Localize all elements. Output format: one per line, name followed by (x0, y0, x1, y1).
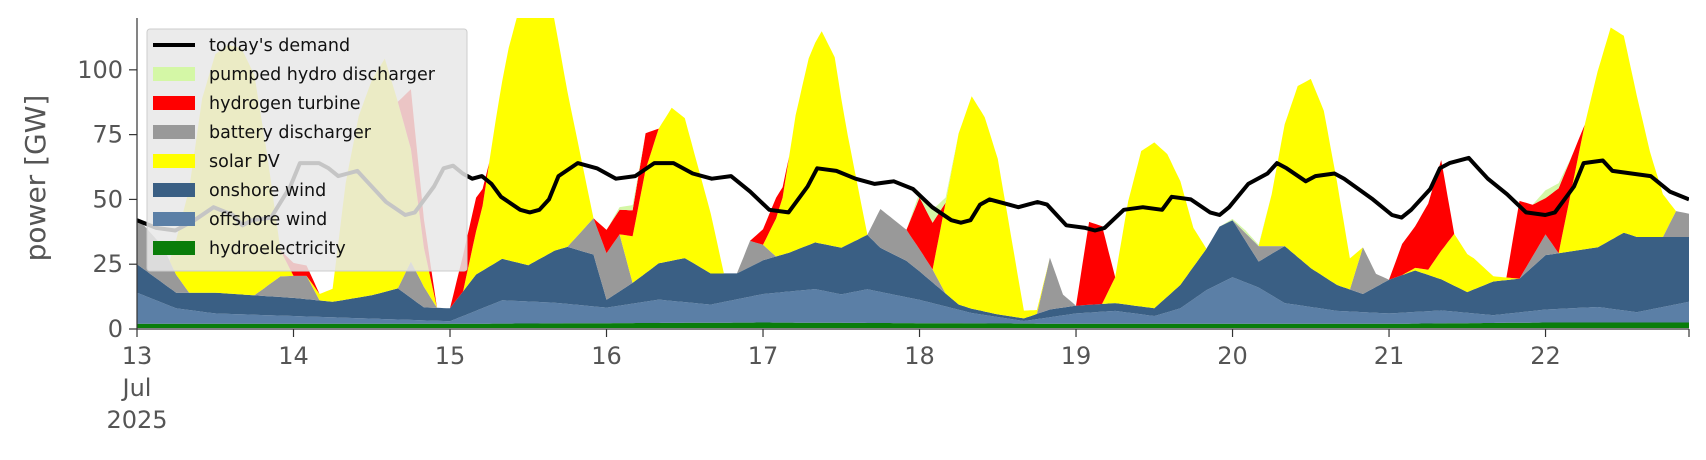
area-battery-discharger (137, 209, 1689, 319)
legend-swatch (153, 212, 195, 226)
legend-label: solar PV (209, 152, 280, 172)
stacked-areas (137, 18, 1689, 328)
axes: 0 25 50 75 100 13 Jul 2025 14 15 16 17 18 19 20 21 22 p… (19, 18, 1690, 434)
x-tick-label: 14 (278, 342, 309, 370)
x-ticks: 13 Jul 2025 14 15 16 17 18 19 20 21 22 (106, 329, 1690, 434)
legend-swatch (153, 154, 195, 168)
legend-item-onshore-wind: onshore wind (153, 181, 326, 201)
x-tick-label: 16 (591, 342, 622, 370)
y-axis-title: power [GW] (19, 95, 52, 262)
legend-label: offshore wind (209, 210, 327, 230)
area-offshore-wind (137, 277, 1689, 324)
legend: today's demand pumped hydro discharger hyd… (146, 28, 468, 272)
x-tick-label: 15 (435, 342, 466, 370)
x-tick-label: 17 (748, 342, 779, 370)
legend-item-today-s-demand: today's demand (153, 36, 350, 56)
legend-box (146, 28, 468, 272)
legend-item-battery-discharger: battery discharger (153, 123, 372, 143)
legend-swatch (153, 67, 195, 81)
legend-swatch (153, 96, 195, 110)
y-ticks: 0 25 50 75 100 (77, 56, 137, 343)
y-tick-label: 0 (108, 315, 123, 343)
legend-item-offshore-wind: offshore wind (153, 210, 327, 230)
y-tick-label: 75 (92, 121, 123, 149)
x-tick-label: 21 (1374, 342, 1405, 370)
x-tick-label: 19 (1061, 342, 1092, 370)
legend-swatch (153, 241, 195, 255)
y-tick-label: 50 (92, 185, 123, 213)
legend-swatch (153, 183, 195, 197)
x-tick-label: 13 (122, 342, 153, 370)
legend-item-hydrogen-turbine: hydrogen turbine (153, 94, 361, 114)
area-onshore-wind (137, 220, 1689, 322)
legend-label: hydroelectricity (209, 239, 346, 259)
legend-item-hydroelectricity: hydroelectricity (153, 239, 346, 259)
area-hydroelectricity (137, 322, 1689, 328)
x-tick-label: 18 (904, 342, 935, 370)
legend-label: hydrogen turbine (209, 94, 361, 114)
x-tick-label: 20 (1217, 342, 1248, 370)
legend-swatch (153, 125, 195, 139)
area-solar-pv (137, 18, 1689, 319)
legend-label: pumped hydro discharger (209, 65, 436, 85)
legend-label: onshore wind (209, 181, 326, 201)
y-tick-label: 100 (77, 56, 123, 84)
x-tick-label: 22 (1530, 342, 1561, 370)
x-tick-sublabel: 2025 (106, 406, 167, 434)
y-tick-label: 25 (92, 250, 123, 278)
legend-label: battery discharger (209, 123, 372, 143)
legend-label: today's demand (209, 36, 350, 56)
legend-item-solar-pv: solar PV (153, 152, 280, 172)
legend-item-pumped-hydro-discharger: pumped hydro discharger (153, 65, 436, 85)
x-tick-sublabel: Jul (121, 374, 152, 402)
